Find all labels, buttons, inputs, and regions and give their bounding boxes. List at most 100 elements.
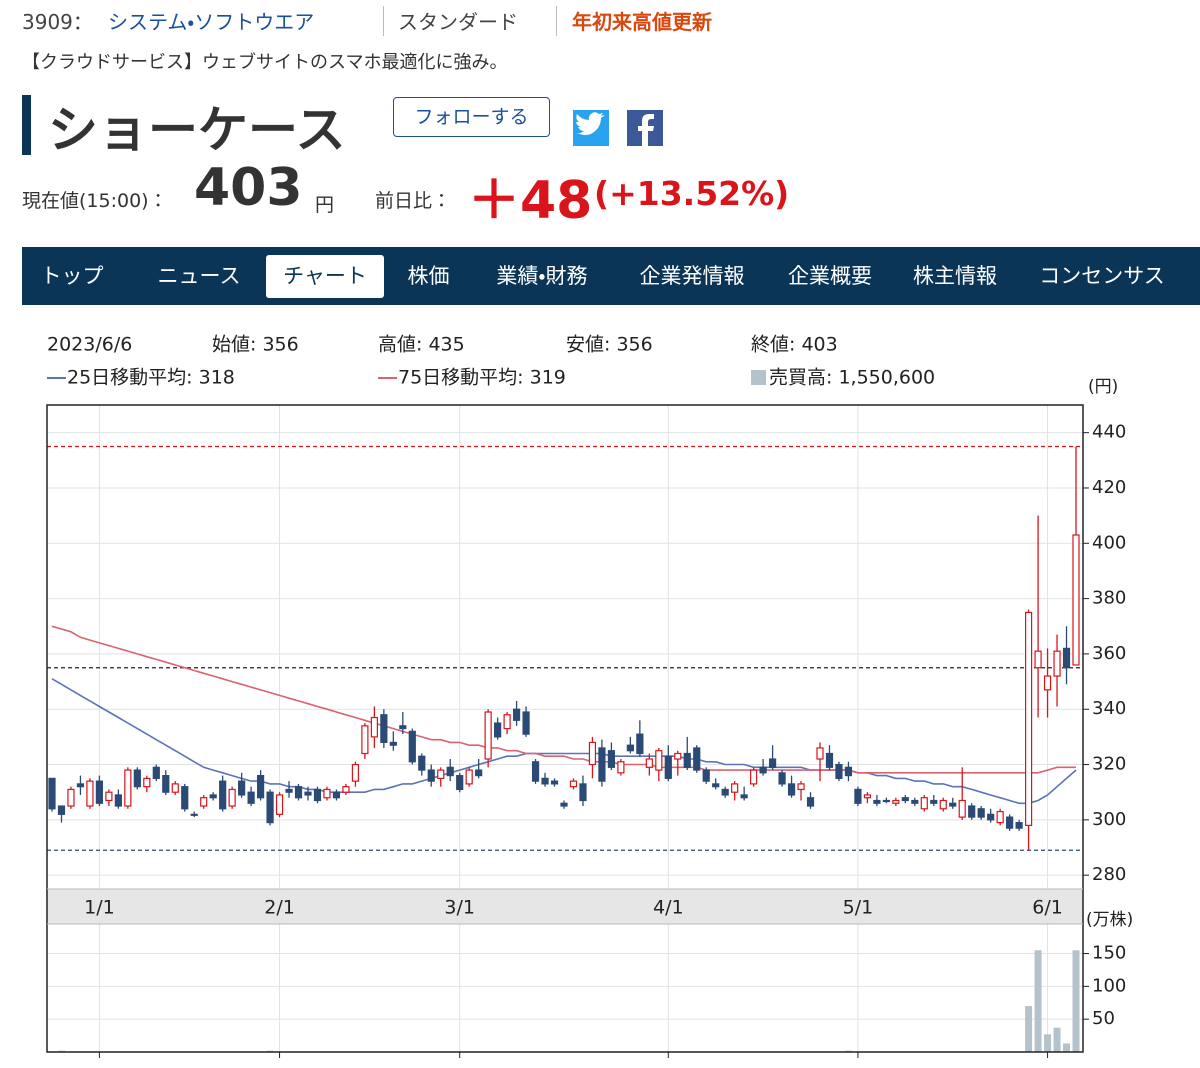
- candle-body: [494, 722, 502, 738]
- candle-body: [617, 761, 625, 774]
- candle-body: [418, 755, 426, 771]
- price-unit: 円: [315, 194, 335, 216]
- candle-body: [750, 769, 758, 785]
- y-unit: (円): [1088, 377, 1118, 397]
- candle-body: [939, 799, 947, 810]
- candle-body: [712, 783, 720, 788]
- candle-body: [209, 794, 217, 799]
- y-tick-label: 400: [1092, 532, 1126, 553]
- candle-body: [48, 777, 56, 810]
- nav-tab[interactable]: 株価: [407, 264, 450, 288]
- y-tick-label: 360: [1092, 643, 1126, 664]
- candle-body: [512, 708, 521, 721]
- nav-tab[interactable]: 業績・財務: [496, 264, 588, 288]
- candle-body: [901, 797, 909, 802]
- volume-bar: [1063, 1043, 1071, 1052]
- candle-body: [465, 769, 473, 785]
- nav-tab[interactable]: コンセンサス: [1039, 264, 1165, 288]
- candle-body: [873, 799, 881, 804]
- legend-ma75: 75日移動平均: 319: [398, 367, 566, 389]
- candle-body: [124, 769, 132, 807]
- candle-body: [626, 744, 634, 752]
- candle-body: [797, 783, 805, 791]
- candle-body: [882, 799, 890, 803]
- nav-tab[interactable]: トップ: [40, 264, 104, 288]
- description: 【クラウドサービス】ウェブサイトのスマホ最適化に強み。: [22, 52, 508, 73]
- candle-body: [152, 766, 160, 779]
- candle-body: [219, 780, 227, 810]
- candle-body: [778, 772, 786, 785]
- candle-body: [256, 775, 265, 799]
- candle-body: [1015, 822, 1023, 829]
- candle-body: [759, 766, 767, 774]
- candle-body: [664, 755, 672, 779]
- candle-body: [380, 714, 388, 744]
- candle-body: [86, 780, 94, 807]
- candle-body: [1043, 675, 1052, 691]
- candle-body: [76, 783, 85, 788]
- candle-body: [683, 752, 691, 768]
- info-open: 始値: 356: [212, 334, 299, 356]
- candle-body: [1006, 816, 1014, 829]
- candle-body: [958, 799, 966, 818]
- nav-tab[interactable]: ニュース: [157, 264, 241, 288]
- candle-body: [67, 788, 75, 807]
- candle-body: [57, 805, 66, 815]
- x-tick-label: 1/1: [84, 897, 115, 919]
- nav-tab[interactable]: チャート: [266, 255, 384, 298]
- candle-body: [645, 758, 653, 768]
- candle-body: [275, 794, 284, 815]
- candle-body: [607, 750, 616, 768]
- candle-body: [560, 802, 568, 807]
- candle-body: [437, 769, 445, 779]
- candle-body: [200, 797, 208, 807]
- twitter-bird: [575, 112, 605, 136]
- candle-body: [171, 783, 179, 793]
- candle-body: [351, 763, 360, 782]
- follow-button[interactable]: フォローする: [393, 97, 550, 137]
- info-close: 終値: 403: [751, 334, 838, 356]
- x-tick-label: 3/1: [444, 897, 475, 919]
- price-label: 現在値(15:00)：: [22, 190, 168, 212]
- candle-body: [863, 794, 872, 799]
- y-tick-label: 420: [1092, 477, 1126, 498]
- nav-tab[interactable]: 企業発情報: [639, 264, 745, 288]
- candle-body: [332, 791, 341, 799]
- volume-bar: [1072, 950, 1080, 1052]
- company-name: ショーケース: [48, 101, 346, 159]
- candle-body: [342, 786, 350, 793]
- legend-volume: 売買高: 1,550,600: [769, 367, 935, 389]
- date-strip: [47, 889, 1083, 924]
- info-date: 2023/6/6: [47, 334, 132, 356]
- title-bar: [22, 95, 31, 155]
- volume-tick-label: 150: [1092, 943, 1126, 964]
- candle-body: [95, 780, 104, 804]
- volume-tick-label: 50: [1092, 1008, 1115, 1029]
- candle-body: [181, 786, 189, 810]
- y-tick-label: 320: [1092, 754, 1126, 775]
- candle-body: [313, 788, 322, 802]
- volume-tick-label: 100: [1092, 975, 1126, 996]
- candle-body: [105, 791, 113, 802]
- candle-body: [674, 752, 682, 760]
- candle-body: [541, 777, 549, 785]
- candle-body: [294, 786, 303, 799]
- candle-body: [569, 780, 578, 788]
- candle-body: [304, 791, 312, 796]
- candle-body: [503, 714, 511, 730]
- candle-body: [740, 794, 748, 799]
- y-tick-label: 340: [1092, 698, 1126, 719]
- candle-body: [1034, 650, 1042, 669]
- sector-link[interactable]: システム・ソフトウエア: [108, 10, 315, 34]
- candle-body: [522, 711, 530, 735]
- candle-body: [892, 799, 900, 804]
- nav-tab[interactable]: 株主情報: [913, 264, 997, 288]
- x-tick-label: 5/1: [843, 897, 874, 919]
- candle-body: [1072, 534, 1080, 666]
- market: スタンダード: [398, 10, 518, 34]
- nav-tab[interactable]: 企業概要: [788, 264, 872, 288]
- change: ＋48: [468, 171, 593, 231]
- candle-body: [844, 766, 853, 777]
- candle-body: [162, 775, 170, 793]
